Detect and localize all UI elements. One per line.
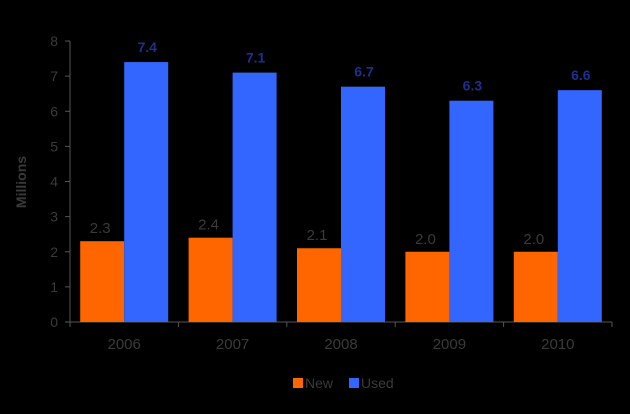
legend-label-new: New <box>305 375 334 391</box>
x-tick-label: 2010 <box>541 336 574 353</box>
bar-used <box>124 62 169 322</box>
data-label-new: 2.1 <box>307 227 328 244</box>
y-tick-label: 1 <box>50 279 58 295</box>
legend-swatch-new <box>293 378 303 388</box>
data-label-new: 2.4 <box>198 217 219 234</box>
data-label-used: 6.6 <box>571 67 591 83</box>
data-label-used: 7.4 <box>137 39 157 55</box>
bar-new <box>188 237 233 322</box>
data-label-new: 2.3 <box>90 220 111 237</box>
y-axis-title: Millions <box>13 156 29 208</box>
bar-new <box>80 241 125 322</box>
y-tick-label: 2 <box>50 244 58 260</box>
y-tick-label: 0 <box>50 314 58 330</box>
y-tick-label: 8 <box>50 33 58 49</box>
data-label-used: 6.7 <box>354 64 374 80</box>
data-label-used: 7.1 <box>246 50 266 66</box>
x-tick-label: 2008 <box>324 336 357 353</box>
bar-new <box>297 248 341 322</box>
data-label-new: 2.0 <box>523 231 544 248</box>
bar-new <box>513 251 558 322</box>
bar-used <box>557 90 602 322</box>
x-tick-label: 2006 <box>108 336 141 353</box>
x-tick-label: 2009 <box>433 336 466 353</box>
y-tick-label: 5 <box>50 138 58 154</box>
y-tick-label: 3 <box>50 209 58 225</box>
y-tick-label: 4 <box>50 174 58 190</box>
x-tick-label: 2007 <box>216 336 249 353</box>
y-tick-label: 6 <box>50 103 58 119</box>
legend-swatch-used <box>349 378 359 388</box>
bars <box>80 62 602 323</box>
data-label-new: 2.0 <box>415 231 436 248</box>
legend-label-used: Used <box>361 375 394 391</box>
y-axis: 0 1 2 3 4 5 6 7 8 <box>50 33 71 330</box>
bar-used <box>341 86 385 322</box>
bar-used <box>449 100 494 323</box>
data-labels: 2.3 2.4 2.1 2.0 2.0 7.4 7.1 6.7 6.3 6.6 <box>90 39 591 248</box>
data-label-used: 6.3 <box>463 78 483 94</box>
y-tick-label: 7 <box>50 68 58 84</box>
legend: New Used <box>293 375 394 391</box>
x-axis: 2006 2007 2008 2009 2010 <box>69 321 613 353</box>
bar-used <box>232 72 277 322</box>
bar-new <box>405 251 450 322</box>
